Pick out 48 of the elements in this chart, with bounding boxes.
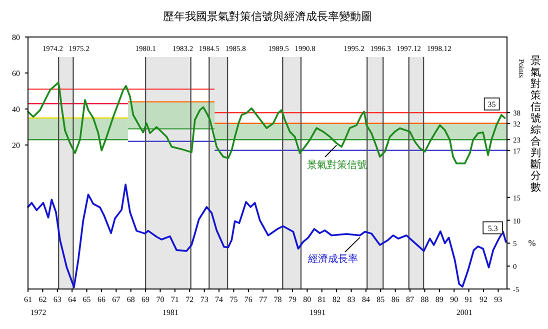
chart-title: 歷年我國景氣對策信號與經濟成長率變動圖 [163, 10, 372, 23]
x-tick-label: 75 [230, 295, 238, 304]
x-tick-label: 72 [186, 295, 194, 304]
x-tick-label: 88 [420, 295, 429, 304]
y-tick-label: 60 [12, 69, 20, 78]
x-tick-label: 89 [435, 295, 444, 304]
x2-tick-label: 1991 [309, 308, 326, 317]
data-label: 5.3 [488, 224, 498, 233]
y-tick-label: 80 [12, 33, 20, 42]
x-tick-label: 77 [259, 295, 268, 304]
x-tick-label: 67 [112, 295, 120, 304]
x2-tick-label: 2001 [456, 308, 472, 317]
x-tick-label: 73 [200, 295, 208, 304]
x-tick-label: 84 [362, 295, 370, 304]
x-tick-label: 92 [479, 295, 488, 304]
y-tick-label: 20 [12, 141, 20, 150]
x-tick-label: 65 [82, 295, 91, 304]
x-tick-label: 83 [347, 295, 356, 304]
y-tick-label: 40 [12, 105, 20, 114]
x-tick-label: 85 [376, 295, 385, 304]
x-tick-label: 68 [126, 295, 135, 304]
x-tick-label: 69 [142, 295, 150, 304]
x-tick-label: 70 [156, 295, 164, 304]
x-tick-label: 78 [274, 295, 282, 304]
series-label: 景氣對策信號 [307, 159, 367, 171]
x-tick-label: 64 [68, 295, 76, 304]
text: 景氣對策信號綜合判斷分數 [530, 55, 542, 194]
x-tick-label: 90 [450, 295, 458, 304]
x-tick-label: 82 [332, 295, 341, 304]
x-tick-label: 74 [215, 295, 224, 304]
x2-tick-label: 1981 [162, 308, 179, 317]
x-tick-label: 61 [24, 295, 32, 304]
x-tick-label: 91 [464, 295, 473, 304]
data-label: 35 [488, 100, 496, 109]
y2-axis-title: % [528, 238, 536, 248]
x-tick-label: 79 [288, 295, 296, 304]
x-tick-label: 66 [97, 295, 106, 304]
x-tick-label: 76 [244, 295, 252, 304]
x-tick-label: 71 [170, 295, 179, 304]
x-tick-label: 93 [494, 295, 502, 304]
series-label: 經濟成長率 [307, 253, 358, 265]
x-tick-label: 87 [406, 295, 414, 304]
x-tick-label: 86 [391, 295, 400, 304]
x-tick-label: 63 [53, 295, 62, 304]
x-tick-label: 80 [303, 295, 312, 304]
x-tick-label: 81 [318, 295, 326, 304]
x2-tick-label: 1972 [30, 308, 46, 317]
x-tick-label: 62 [38, 295, 47, 304]
